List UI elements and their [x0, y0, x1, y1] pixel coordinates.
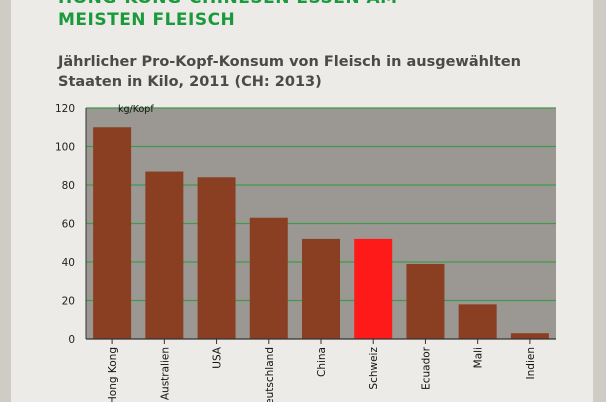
y-tick-label: 60: [62, 219, 75, 231]
bar: [249, 217, 288, 339]
bar: [302, 238, 340, 339]
y-unit-label: kg/Kopf: [118, 104, 154, 115]
y-tick-label: 120: [55, 103, 75, 115]
y-tick-label: 80: [62, 180, 75, 192]
x-category-label: USA: [212, 346, 224, 369]
bar: [93, 127, 132, 339]
subtitle-line-2: Staaten in Kilo, 2011 (CH: 2013): [58, 74, 322, 90]
y-tick-label: 100: [55, 142, 75, 154]
bar-highlight: [354, 238, 393, 339]
bar: [510, 333, 549, 339]
subtitle-line-1: Jährlicher Pro-Kopf-Konsum von Fleisch i…: [58, 54, 521, 70]
x-category-label: Hong Kong: [107, 347, 119, 402]
headline-line-1: HONG-KONG-CHINESEN ESSEN AM: [58, 0, 398, 9]
bar: [406, 263, 445, 339]
y-tick-label: 0: [68, 334, 75, 346]
y-tick-label: 40: [62, 257, 75, 269]
headline-line-2: MEISTEN FLEISCH: [58, 10, 236, 30]
x-category-label: Mali: [473, 347, 485, 368]
x-category-label: Schweiz: [368, 347, 380, 390]
x-category-label: China: [316, 347, 328, 377]
y-tick-label: 20: [62, 296, 75, 308]
bar: [197, 177, 236, 339]
bar: [145, 171, 184, 339]
chart-subtitle: Jährlicher Pro-Kopf-Konsum von Fleisch i…: [58, 52, 578, 92]
x-category-label: Indien: [525, 347, 537, 379]
bar: [458, 304, 497, 339]
x-category-label: Australien: [159, 347, 171, 400]
x-category-label: Deutschland: [264, 347, 276, 402]
x-category-label: Ecuador: [420, 346, 432, 390]
